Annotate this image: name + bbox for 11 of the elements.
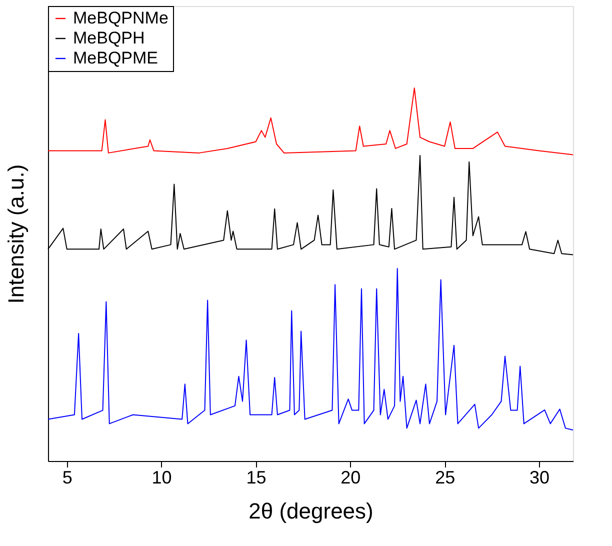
y-axis-title: Intensity (a.u.) xyxy=(4,164,28,304)
x-tick-label: 10 xyxy=(152,468,172,488)
x-axis-title: 2θ (degrees) xyxy=(248,498,374,524)
legend-label: MeBQPH xyxy=(73,28,145,48)
x-tick-label: 15 xyxy=(246,468,266,488)
x-tick-label: 5 xyxy=(62,468,72,488)
x-tick-label: 30 xyxy=(529,468,550,488)
legend-label: MeBQPME xyxy=(73,48,158,68)
x-tick-label: 25 xyxy=(435,468,456,488)
legend-label: MeBQPNMe xyxy=(73,8,168,28)
x-tick-label: 20 xyxy=(340,468,361,488)
